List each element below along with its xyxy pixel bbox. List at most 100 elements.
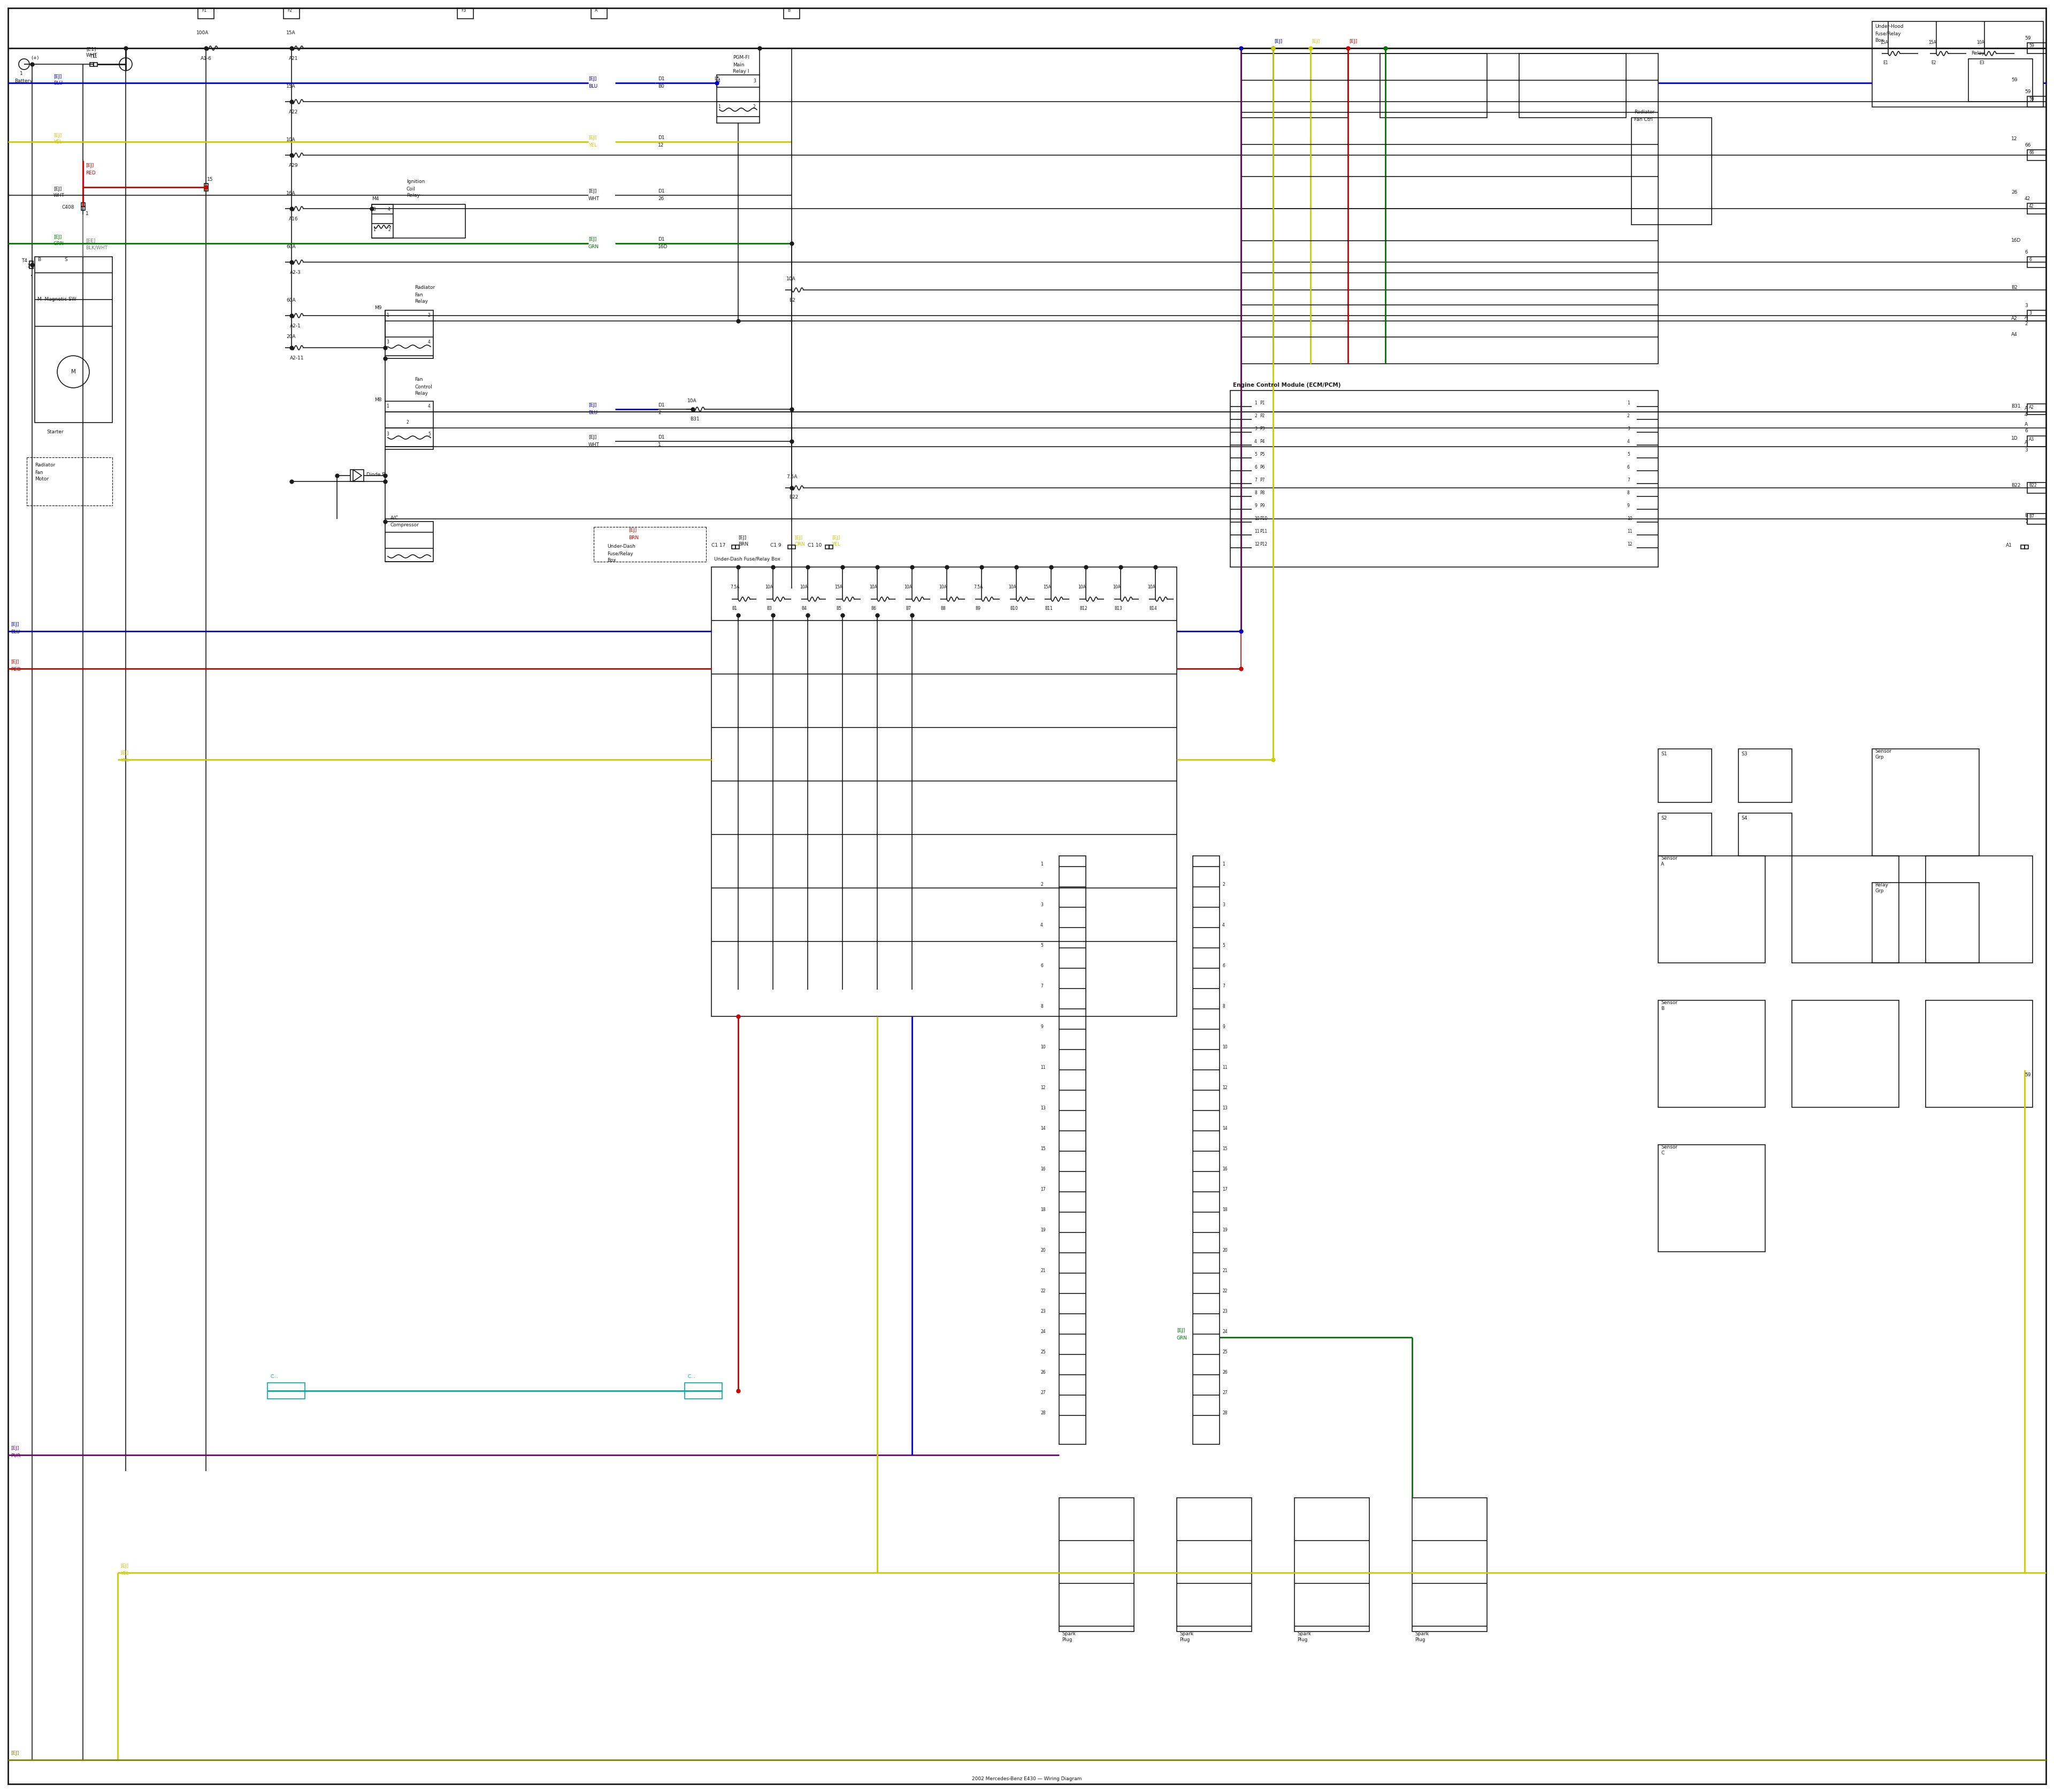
Text: P2: P2 [1259, 414, 1265, 418]
Text: F3: F3 [460, 9, 466, 13]
Text: 66: 66 [2029, 151, 2033, 156]
Text: 2: 2 [754, 104, 756, 109]
Text: 10A: 10A [787, 276, 795, 281]
Text: 10: 10 [1041, 1045, 1045, 1050]
Bar [1241, 54, 1347, 118]
Text: B22: B22 [789, 495, 799, 500]
Text: 10A: 10A [1078, 584, 1087, 590]
Text: 24: 24 [1041, 1330, 1045, 1333]
Text: P5: P5 [1259, 452, 1265, 457]
Text: 9: 9 [1255, 504, 1257, 507]
Text: 3: 3 [2029, 312, 2031, 315]
Text: WHT: WHT [587, 195, 600, 201]
Text: Box: Box [1875, 38, 1884, 43]
Text: Fuse/Relay: Fuse/Relay [608, 552, 633, 556]
Text: [EJ]: [EJ] [587, 403, 596, 409]
Text: 2: 2 [407, 419, 409, 425]
Text: D1: D1 [657, 237, 665, 242]
Text: 1: 1 [1222, 862, 1224, 866]
Text: E1: E1 [1884, 61, 1888, 66]
Text: 3: 3 [1627, 426, 1629, 430]
Text: 16D: 16D [2011, 238, 2021, 244]
Text: 18: 18 [1222, 1208, 1228, 1211]
Text: 7: 7 [1255, 477, 1257, 482]
Text: YEL: YEL [587, 143, 598, 147]
Text: BRN: BRN [737, 543, 748, 547]
Text: 1: 1 [657, 443, 661, 446]
Text: B10: B10 [1011, 606, 1019, 611]
Text: A3: A3 [2029, 437, 2033, 441]
Text: 10A: 10A [688, 400, 696, 403]
Text: 2: 2 [1627, 414, 1629, 418]
Text: [EJ]: [EJ] [53, 133, 62, 138]
Bar [2021, 545, 2025, 548]
Text: Sensor
A: Sensor A [1662, 857, 1678, 866]
Text: D1: D1 [657, 190, 665, 194]
Text: 10A: 10A [1148, 584, 1154, 590]
Text: P9: P9 [1259, 504, 1265, 507]
Text: Main: Main [733, 63, 744, 66]
Text: D1: D1 [657, 403, 665, 409]
Text: 2: 2 [1041, 882, 1043, 887]
Bar [1968, 59, 2033, 102]
Text: S1: S1 [1662, 753, 1668, 756]
Text: 59: 59 [2025, 36, 2031, 41]
Text: 8: 8 [1041, 1004, 1043, 1009]
Bar [789, 545, 791, 548]
Text: BRN: BRN [629, 536, 639, 539]
Text: A29: A29 [290, 163, 298, 168]
Text: 6: 6 [1255, 464, 1257, 470]
Text: 2002 Mercedes-Benz E430 — Wiring Diagram: 2002 Mercedes-Benz E430 — Wiring Diagram [972, 1776, 1082, 1781]
Text: B22: B22 [2029, 484, 2038, 487]
Bar [29, 265, 33, 269]
Bar [1658, 1000, 1764, 1107]
Text: 1: 1 [21, 72, 23, 77]
Text: ORN: ORN [795, 543, 805, 547]
Text: 5: 5 [1041, 943, 1043, 948]
Text: S2: S2 [1662, 815, 1668, 821]
Text: 1D: 1D [2011, 435, 2017, 441]
Text: 17: 17 [1041, 1186, 1045, 1192]
Text: 10A: 10A [1976, 41, 1984, 45]
Text: 7.5A: 7.5A [787, 475, 797, 480]
Bar [1658, 814, 1711, 857]
Text: [EJ]: [EJ] [587, 435, 596, 441]
Text: Battery: Battery [14, 79, 33, 84]
Text: 19: 19 [1041, 1228, 1045, 1233]
Bar [94, 63, 97, 66]
Text: 24: 24 [1222, 1330, 1228, 1333]
Text: [EJ]: [EJ] [53, 235, 62, 240]
Text: 5: 5 [1222, 943, 1224, 948]
Text: YEL: YEL [121, 758, 129, 763]
Text: [EJ]: [EJ] [121, 1564, 129, 1568]
Text: T1: T1 [88, 54, 94, 59]
Bar [1631, 118, 1711, 224]
Text: GRN: GRN [1177, 1335, 1187, 1340]
Text: 4: 4 [1222, 923, 1224, 926]
Text: A1-6: A1-6 [201, 56, 212, 61]
Text: 5: 5 [427, 432, 431, 437]
Text: 7.5A: 7.5A [974, 584, 982, 590]
Text: 7.5A: 7.5A [729, 584, 739, 590]
Text: P6: P6 [1259, 464, 1265, 470]
Bar [90, 63, 94, 66]
Text: 10: 10 [1255, 516, 1259, 521]
Text: [EE]: [EE] [86, 238, 94, 244]
Text: Sensor
C: Sensor C [1662, 1145, 1678, 1156]
Bar [1738, 749, 1791, 803]
Text: B11: B11 [1045, 606, 1052, 611]
Text: B5: B5 [836, 606, 842, 611]
Text: Sensor
Grp: Sensor Grp [1875, 749, 1892, 760]
Text: B7: B7 [906, 606, 910, 611]
Text: B13: B13 [1113, 606, 1121, 611]
Text: 59: 59 [2029, 43, 2033, 48]
Text: [EJ]: [EJ] [587, 136, 596, 140]
Text: 12: 12 [1255, 541, 1259, 547]
Text: 15A: 15A [834, 584, 842, 590]
Text: 10: 10 [1627, 516, 1633, 521]
Text: 6: 6 [1041, 962, 1043, 968]
Text: 4: 4 [2025, 412, 2027, 418]
Text: A: A [596, 9, 598, 13]
Text: 4: 4 [1627, 439, 1629, 444]
Text: 15: 15 [1041, 1147, 1045, 1150]
